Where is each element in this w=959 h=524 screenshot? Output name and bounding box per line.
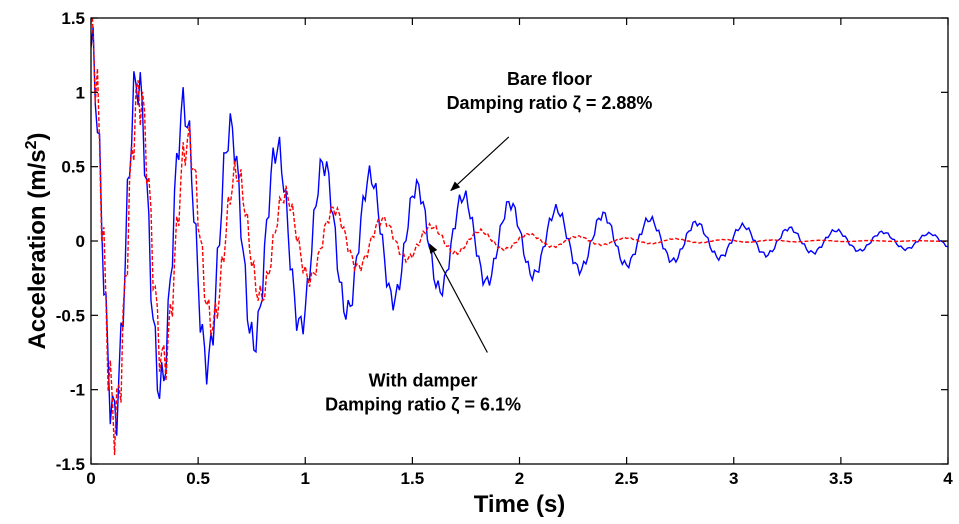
annotation-arrow [428, 243, 488, 353]
y-tick-label: 1 [76, 83, 85, 102]
annotation-text: Bare floor [507, 69, 592, 89]
y-axis-title-main: Acceleration (m/s [24, 149, 51, 349]
annotation-text: With damper [369, 371, 478, 391]
annotation-arrow [450, 136, 510, 192]
y-axis-title-tail: ) [24, 133, 51, 141]
y-tick-label: 0.5 [61, 158, 85, 177]
x-tick-label: 1 [301, 469, 310, 488]
series-line [91, 27, 948, 436]
x-tick-label: 0 [86, 469, 95, 488]
x-tick-label: 3 [729, 469, 738, 488]
y-axis-title-superscript: 2 [23, 140, 40, 149]
x-tick-label: 3.5 [829, 469, 853, 488]
x-tick-label: 2 [515, 469, 524, 488]
annotation-text: Damping ratio ζ = 6.1% [325, 395, 521, 416]
y-tick-label: -1 [70, 381, 85, 400]
annotation-text: Damping ratio ζ = 2.88% [447, 93, 653, 114]
x-axis-title: Time (s) [474, 491, 566, 518]
y-tick-label: 1.5 [61, 9, 85, 28]
x-tick-label: 1.5 [401, 469, 425, 488]
y-tick-label: -0.5 [56, 306, 85, 325]
x-tick-label: 2.5 [615, 469, 639, 488]
y-axis-title: Acceleration (m/s2) [23, 133, 51, 350]
y-tick-label: -1.5 [56, 455, 85, 474]
y-tick-label: 0 [76, 232, 85, 251]
x-tick-label: 4 [943, 469, 953, 488]
series-line [91, 18, 948, 456]
x-tick-label: 0.5 [186, 469, 210, 488]
